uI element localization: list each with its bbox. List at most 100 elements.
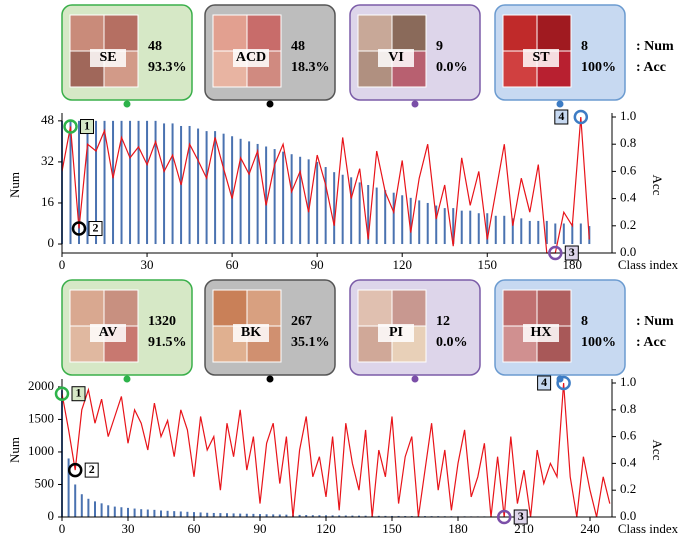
panel-image	[358, 290, 392, 326]
annotation-label: 3	[569, 245, 575, 259]
panel-image	[392, 15, 426, 51]
panel-num: 12	[436, 314, 450, 329]
bar	[461, 211, 463, 244]
bar	[153, 510, 155, 517]
panel-label: BK	[241, 325, 261, 340]
panel-num: 9	[436, 39, 443, 54]
x-tick-label: 150	[382, 521, 402, 535]
bar	[134, 509, 136, 517]
y2-tick-label: 0.2	[620, 217, 636, 232]
bar	[197, 129, 199, 244]
bar	[146, 121, 148, 244]
bar	[200, 512, 202, 517]
panel-image	[358, 15, 392, 51]
bar	[333, 172, 335, 244]
panel-image	[503, 15, 537, 51]
bar	[180, 511, 182, 517]
legend-acc: : Acc	[636, 335, 666, 350]
bar	[127, 508, 129, 517]
y-axis-label: Num	[7, 172, 22, 198]
x-tick-label: 60	[226, 257, 239, 272]
y-tick-label: 0	[48, 508, 55, 523]
panel-dot	[267, 101, 274, 108]
panel-num: 1320	[148, 314, 176, 329]
panel-image	[247, 15, 281, 51]
x-tick-label: 0	[59, 521, 66, 535]
panel-label: ST	[532, 50, 550, 65]
bar	[219, 513, 221, 517]
bar	[418, 200, 420, 244]
bar	[101, 503, 103, 517]
panel-image	[213, 290, 247, 326]
bar	[138, 121, 140, 244]
y2-tick-label: 0.8	[620, 135, 636, 150]
panel-label: PI	[389, 325, 403, 340]
panel-dot	[124, 376, 131, 383]
bar	[529, 221, 531, 244]
panel-dot	[557, 101, 564, 108]
panel-acc: 0.0%	[436, 60, 468, 75]
y-axis-label: Num	[7, 437, 22, 463]
annotation-label: 2	[89, 462, 95, 476]
panel-acc: 91.5%	[148, 335, 187, 350]
panel-image	[247, 290, 281, 326]
bar	[503, 216, 505, 244]
bar	[282, 152, 284, 244]
bar	[223, 134, 225, 244]
panel-num: 267	[291, 314, 312, 329]
y-tick-label: 1000	[28, 443, 54, 458]
panel-label: AV	[99, 325, 117, 340]
x-tick-label: 120	[316, 521, 336, 535]
x-tick-label: 180	[448, 521, 468, 535]
bar	[120, 507, 122, 517]
panel-num: 48	[291, 39, 305, 54]
bar	[410, 198, 412, 244]
bar	[265, 147, 267, 245]
y2-tick-label: 0.6	[620, 162, 637, 177]
annotation-label: 1	[84, 118, 90, 132]
annotation-label: 1	[76, 385, 82, 399]
bar	[233, 513, 235, 517]
bar	[469, 211, 471, 244]
bar	[193, 512, 195, 517]
bar	[87, 121, 89, 244]
panel-image	[213, 15, 247, 51]
bar	[580, 223, 582, 244]
bar	[384, 190, 386, 244]
bar	[163, 123, 165, 244]
bar	[240, 139, 242, 244]
panel-acc: 0.0%	[436, 335, 468, 350]
panel-acc: 100%	[581, 60, 616, 75]
panel-label: VI	[388, 50, 404, 65]
bar	[214, 131, 216, 244]
x-tick-label: 0	[59, 257, 66, 272]
bar	[248, 141, 250, 244]
panel-label: HX	[531, 325, 552, 340]
y2-tick-label: 0.4	[620, 454, 637, 469]
acc-line	[62, 383, 610, 517]
bar	[107, 505, 109, 517]
bar	[563, 223, 565, 244]
annotation-label: 4	[541, 375, 547, 389]
panel-image	[392, 290, 426, 326]
bar	[167, 511, 169, 517]
y2-tick-label: 0.6	[620, 428, 637, 443]
panel-image	[70, 15, 104, 51]
x-axis-label: Class index	[618, 521, 679, 535]
panel-dot	[412, 101, 419, 108]
bar	[520, 218, 522, 244]
bar	[94, 501, 96, 517]
bar	[444, 208, 446, 244]
x-tick-label: 120	[392, 257, 412, 272]
bar	[104, 121, 106, 244]
y-tick-label: 32	[41, 153, 54, 168]
y-tick-label: 2000	[28, 378, 54, 393]
bar	[427, 203, 429, 244]
panel-dot	[267, 376, 274, 383]
bar	[316, 162, 318, 244]
panel-num: 8	[581, 314, 588, 329]
panel-image	[104, 290, 138, 326]
bar	[172, 123, 174, 244]
y-tick-label: 1500	[28, 410, 54, 425]
